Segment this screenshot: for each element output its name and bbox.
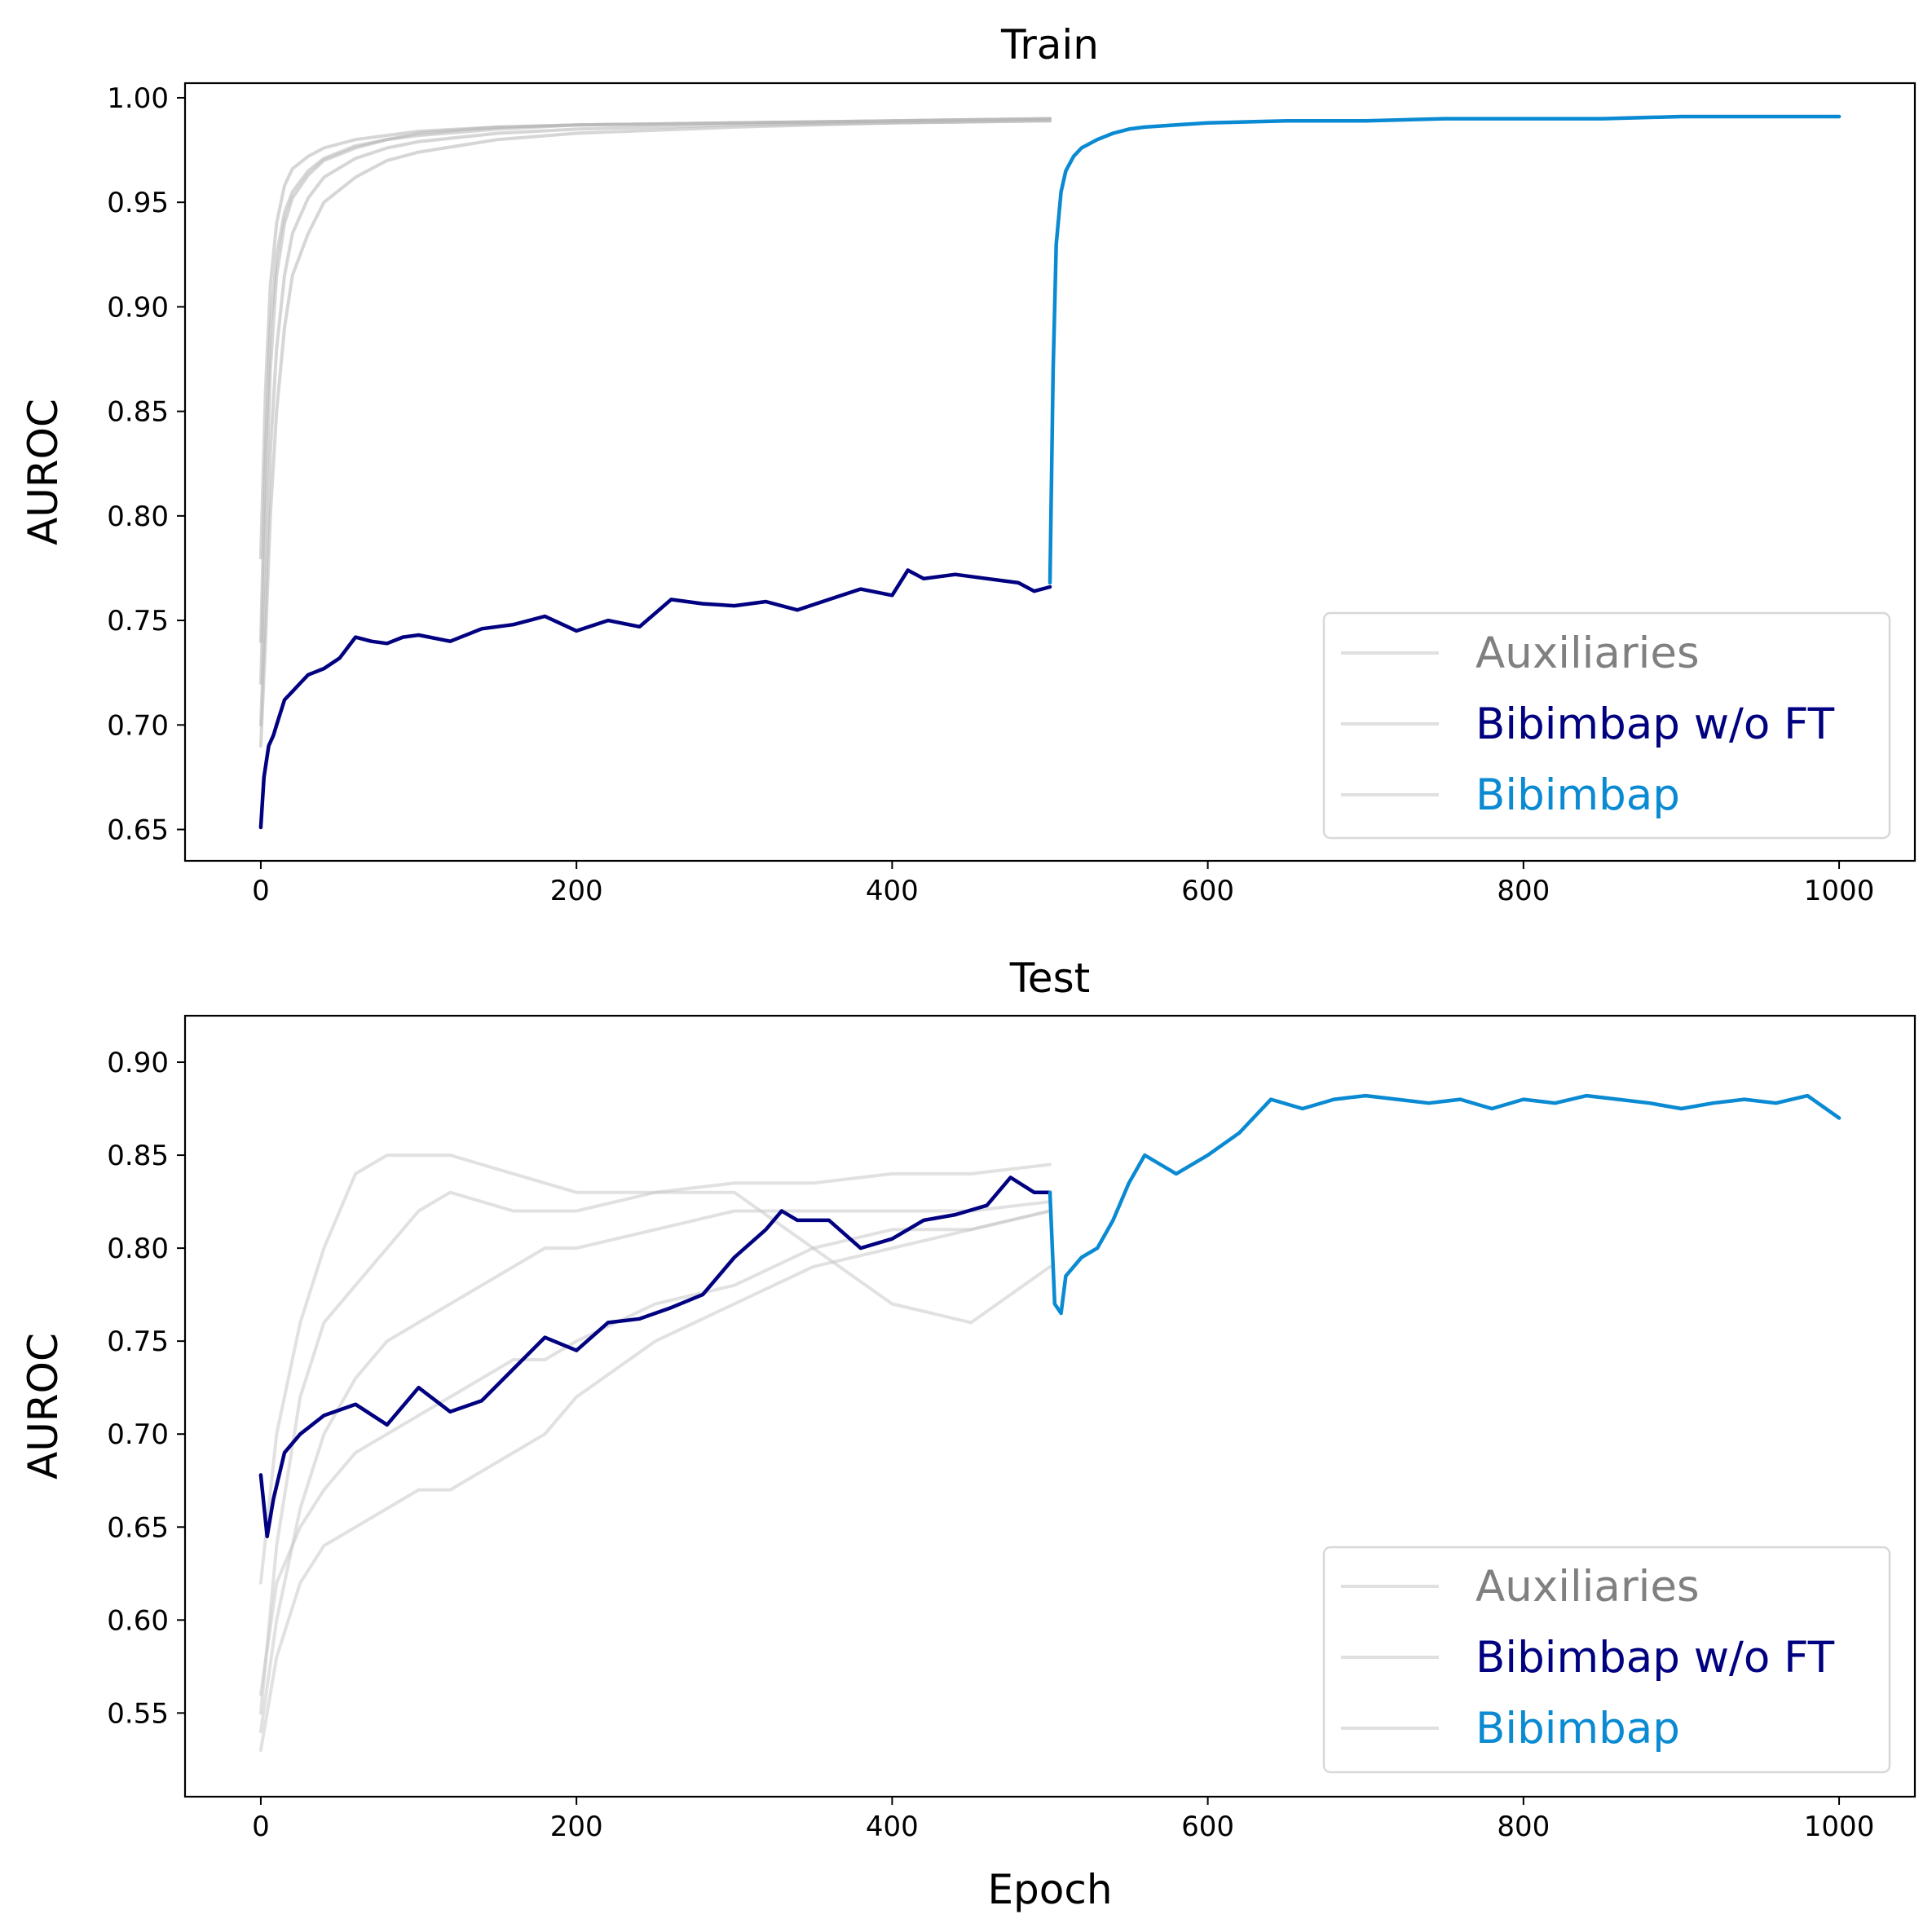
test-legend-label-bibimbap: Bibimbap xyxy=(1475,1704,1680,1753)
train-curves xyxy=(258,114,1842,830)
test-y-tick-label: 0.55 xyxy=(107,1697,169,1730)
train-x-ticks: 0 200 400 600 800 1000 xyxy=(252,861,1874,907)
train-y-tick-label: 1.00 xyxy=(107,82,169,115)
test-y-tick-label: 0.60 xyxy=(107,1604,169,1637)
train-series-line-bibimbap xyxy=(1048,114,1842,585)
train-title: Train xyxy=(1000,21,1099,68)
test-title: Test xyxy=(1009,955,1090,1002)
train-y-tick-label: 0.70 xyxy=(107,709,169,742)
test-legend-box xyxy=(1322,1546,1891,1774)
test-x-tick-label: 400 xyxy=(866,1811,919,1843)
train-y-tick-label: 0.65 xyxy=(107,814,169,847)
test-y-tick-label: 0.85 xyxy=(107,1140,169,1172)
test-series-line-auxiliaries-5 xyxy=(258,1209,1052,1696)
test-series-line-auxiliaries-2 xyxy=(258,1190,1052,1715)
test-y-ticks: 0.55 0.60 0.65 0.70 0.75 0.80 0.85 0.90 xyxy=(107,1047,185,1730)
test-series-line-bibimbap xyxy=(1048,1093,1842,1316)
test-x-tick-label: 1000 xyxy=(1804,1811,1875,1843)
train-x-tick-label: 800 xyxy=(1497,875,1550,907)
train-y-tick-label: 0.90 xyxy=(107,291,169,324)
train-y-axis-label: AUROC xyxy=(20,399,67,545)
train-series-line-auxiliaries-3 xyxy=(258,119,1052,727)
train-legend-label-auxiliaries: Auxiliaries xyxy=(1475,629,1700,678)
test-panel: 0 200 400 600 800 1000 0.550.600.650.700.750.… xyxy=(20,955,1917,1913)
test-y-tick-label: 0.80 xyxy=(107,1233,169,1265)
test-y-axis-label: AUROC xyxy=(20,1333,67,1480)
test-x-ticks: 0 200 400 600 800 1000 xyxy=(252,1797,1874,1843)
test-x-tick-label: 0 xyxy=(252,1811,270,1843)
train-x-tick-label: 200 xyxy=(550,875,603,907)
train-series-line-bibimbap-w-o-ft xyxy=(258,568,1052,830)
train-y-tick-label: 0.80 xyxy=(107,501,169,533)
train-series-line-auxiliaries-5 xyxy=(258,117,1052,560)
train-legend-label-bibimbap-wo-ft: Bibimbap w/o FT xyxy=(1475,699,1835,749)
train-x-tick-label: 0 xyxy=(252,875,270,907)
test-y-tick-label: 0.75 xyxy=(107,1325,169,1358)
test-y-tick-label: 0.90 xyxy=(107,1047,169,1079)
train-panel: 0 200 400 600 800 1000 0.650.700.750.800.850.… xyxy=(20,21,1917,907)
train-legend-label-bibimbap: Bibimbap xyxy=(1475,770,1680,820)
test-legend-label-auxiliaries: Auxiliaries xyxy=(1475,1562,1700,1612)
train-legend: Auxiliaries Bibimbap w/o FT Bibimbap xyxy=(1322,611,1891,840)
test-legend-label-bibimbap-wo-ft: Bibimbap w/o FT xyxy=(1475,1633,1835,1683)
test-x-tick-label: 600 xyxy=(1181,1811,1234,1843)
test-x-tick-label: 200 xyxy=(550,1811,603,1843)
test-x-tick-label: 800 xyxy=(1497,1811,1550,1843)
test-series-line-auxiliaries-1 xyxy=(258,1153,1052,1585)
train-x-tick-label: 600 xyxy=(1181,875,1234,907)
train-x-tick-label: 1000 xyxy=(1804,875,1875,907)
train-axes-frame xyxy=(183,82,1917,862)
test-legend: Auxiliaries Bibimbap w/o FT Bibimbap xyxy=(1322,1546,1891,1774)
test-axes-frame xyxy=(183,1014,1917,1798)
test-x-axis-label: Epoch xyxy=(987,1866,1112,1913)
train-y-tick-label: 0.85 xyxy=(107,396,169,429)
train-y-tick-label: 0.95 xyxy=(107,187,169,219)
train-y-tick-label: 0.75 xyxy=(107,605,169,637)
test-curves xyxy=(258,1093,1842,1752)
test-series-line-auxiliaries-3 xyxy=(258,1200,1052,1734)
train-legend-box xyxy=(1322,611,1891,840)
test-series-line-auxiliaries-4 xyxy=(258,1209,1052,1752)
test-series-line-bibimbap-w-o-ft xyxy=(258,1176,1052,1538)
test-y-tick-label: 0.65 xyxy=(107,1511,169,1544)
train-x-tick-label: 400 xyxy=(866,875,919,907)
test-y-tick-label: 0.70 xyxy=(107,1418,169,1451)
train-y-ticks: 0.65 0.70 0.75 0.80 0.85 0.90 0.95 1.00 xyxy=(107,82,185,847)
train-series-line-auxiliaries-4 xyxy=(258,119,1052,748)
